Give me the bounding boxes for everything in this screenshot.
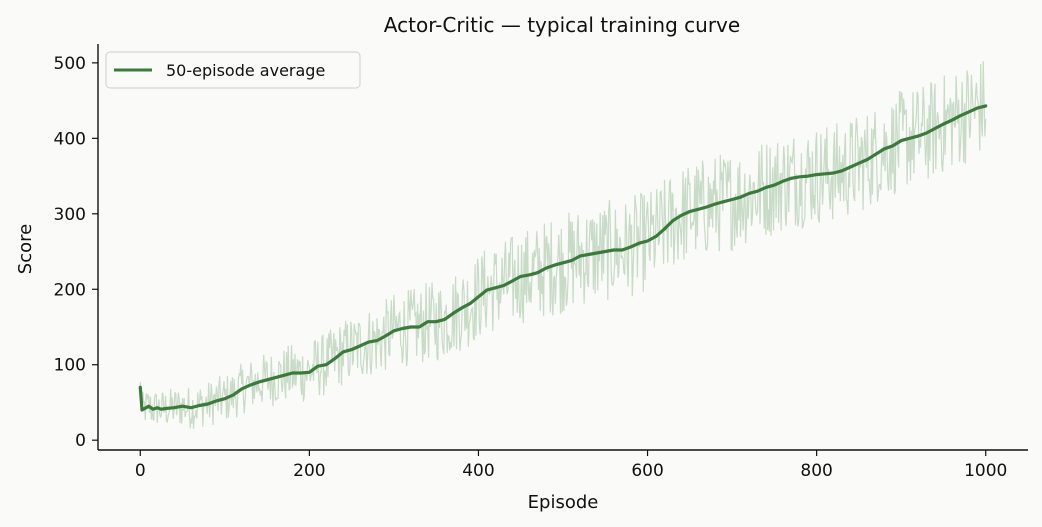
y-axis-label: Score xyxy=(15,224,36,274)
x-tick-label: 200 xyxy=(293,461,325,481)
legend: 50-episode average xyxy=(105,51,361,89)
legend-box xyxy=(105,51,361,89)
raw-scores-layer xyxy=(139,61,987,429)
x-tick-label: 0 xyxy=(135,461,146,481)
average-line xyxy=(138,104,988,412)
chart-title: Actor-Critic — typical training curve xyxy=(384,13,740,37)
legend-label: 50-episode average xyxy=(166,61,325,80)
x-tick-label: 800 xyxy=(800,461,832,481)
y-tick-label: 0 xyxy=(75,431,86,451)
x-tick-label: 1000 xyxy=(964,461,1007,481)
axes xyxy=(97,44,1028,451)
raw-score-line xyxy=(139,61,987,429)
x-tick-label: 400 xyxy=(462,461,494,481)
y-tick-label: 300 xyxy=(54,205,86,225)
y-ticks: 0 100 200 300 400 500 xyxy=(54,54,98,451)
y-tick-label: 500 xyxy=(54,54,86,74)
x-tick-label: 600 xyxy=(631,461,663,481)
y-tick-label: 200 xyxy=(54,280,86,300)
y-tick-label: 100 xyxy=(54,356,86,376)
x-axis-label: Episode xyxy=(528,492,599,513)
x-ticks: 0 200 400 600 800 1000 xyxy=(135,450,1007,481)
y-tick-label: 400 xyxy=(54,129,86,149)
average-line-layer xyxy=(138,104,988,412)
